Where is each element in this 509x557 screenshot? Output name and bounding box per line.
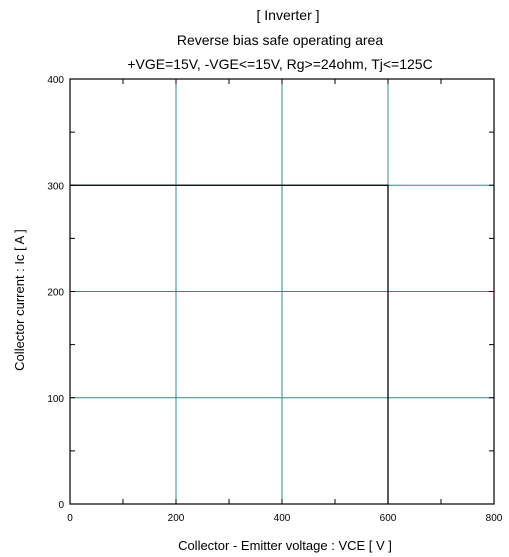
y-tick-labels: 0 100 200 300 400 [47,75,64,511]
x-tick-label: 800 [486,513,503,524]
y-tick-label: 200 [47,288,64,299]
x-tick-label: 0 [67,513,73,524]
series-lines [70,184,389,504]
plot-frame [69,78,495,505]
y-tick-label: 400 [47,75,64,86]
chart-subtitle: Reverse bias safe operating area [177,32,383,48]
x-tick-label: 600 [380,513,397,524]
chart-conditions: +VGE=15V, -VGE<=15V, Rg>=24ohm, Tj<=125C [127,56,432,72]
y-tick-label: 0 [58,500,64,511]
y-tick-label: 100 [47,394,64,405]
rbsoa-boundary-line [70,184,389,504]
chart-title: [ Inverter ] [256,7,319,23]
x-tick-label: 400 [274,513,291,524]
y-axis-label: Collector current : Ic [ A ] [12,229,27,371]
y-tick-label: 300 [47,181,64,192]
grid-lines [70,79,494,504]
x-tick-labels: 0 200 400 600 800 [67,513,503,524]
x-axis-label: Collector - Emitter voltage : VCE [ V ] [178,538,392,553]
x-tick-label: 200 [168,513,185,524]
